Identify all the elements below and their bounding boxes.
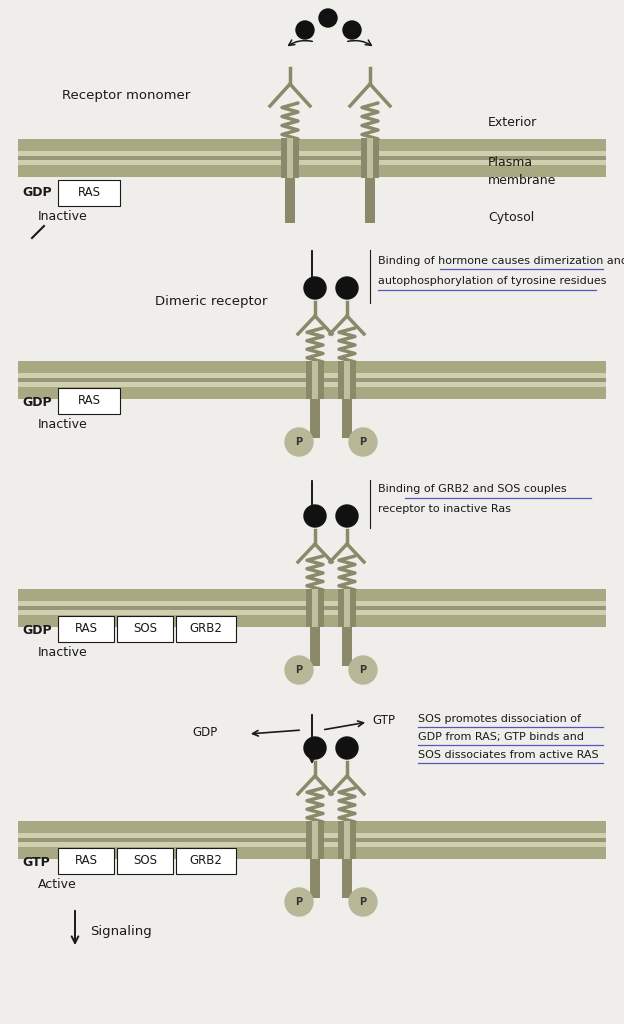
Circle shape (304, 505, 326, 527)
Text: Inactive: Inactive (38, 418, 88, 430)
Bar (310, 627, 320, 666)
Text: Active: Active (38, 878, 77, 891)
Bar (312, 821, 318, 859)
Text: GDP: GDP (22, 624, 52, 637)
Text: SOS: SOS (133, 854, 157, 867)
Circle shape (336, 505, 358, 527)
Text: SOS dissociates from active RAS: SOS dissociates from active RAS (418, 750, 598, 760)
Bar (342, 627, 352, 666)
Bar (281, 138, 299, 178)
Bar (306, 361, 324, 399)
Bar (306, 589, 324, 627)
Bar (344, 821, 350, 859)
Bar (117, 848, 173, 874)
Bar (344, 361, 350, 399)
Circle shape (319, 9, 337, 27)
Text: RAS: RAS (77, 394, 100, 408)
Bar (18, 821, 606, 859)
Bar (342, 399, 352, 438)
Circle shape (336, 278, 358, 299)
Text: Plasma: Plasma (488, 157, 533, 170)
Text: Signaling: Signaling (90, 926, 152, 939)
Text: GTP: GTP (372, 714, 395, 726)
Bar (117, 616, 173, 642)
Bar (18, 833, 606, 847)
Bar (18, 378, 606, 382)
Text: P: P (359, 665, 366, 675)
Bar (58, 180, 120, 206)
Text: SOS promotes dissociation of: SOS promotes dissociation of (418, 714, 581, 724)
Bar (367, 138, 373, 178)
Text: Exterior: Exterior (488, 117, 537, 129)
Text: P: P (295, 897, 303, 907)
Text: GTP: GTP (22, 855, 50, 868)
Text: Inactive: Inactive (38, 645, 88, 658)
Text: GRB2: GRB2 (190, 854, 222, 867)
Text: Dimeric receptor: Dimeric receptor (155, 296, 267, 308)
Text: SOS: SOS (133, 623, 157, 636)
Circle shape (304, 737, 326, 759)
Bar (18, 606, 606, 610)
Bar (365, 178, 375, 223)
Bar (58, 388, 120, 414)
Bar (338, 361, 356, 399)
Text: GDP: GDP (22, 395, 52, 409)
Bar (58, 848, 114, 874)
Circle shape (296, 22, 314, 39)
Bar (287, 138, 293, 178)
Bar (18, 838, 606, 842)
Circle shape (349, 428, 377, 456)
Bar (18, 361, 606, 399)
Text: GRB2: GRB2 (190, 623, 222, 636)
Bar (312, 361, 318, 399)
Text: membrane: membrane (488, 173, 557, 186)
Bar (176, 848, 236, 874)
Text: GDP: GDP (193, 725, 218, 738)
Text: P: P (295, 437, 303, 447)
Circle shape (349, 888, 377, 916)
Bar (176, 616, 236, 642)
Bar (58, 616, 114, 642)
Bar (18, 373, 606, 387)
Circle shape (285, 656, 313, 684)
Text: P: P (359, 897, 366, 907)
Text: RAS: RAS (74, 854, 97, 867)
Circle shape (349, 656, 377, 684)
Bar (285, 178, 295, 223)
Text: P: P (295, 665, 303, 675)
Text: Inactive: Inactive (38, 210, 88, 222)
Text: GDP: GDP (22, 186, 52, 200)
Bar (306, 821, 324, 859)
Bar (18, 139, 606, 177)
Bar (18, 156, 606, 160)
Bar (18, 589, 606, 627)
Bar (338, 821, 356, 859)
Text: Binding of hormone causes dimerization and: Binding of hormone causes dimerization a… (378, 256, 624, 266)
Bar (18, 601, 606, 615)
Text: RAS: RAS (74, 623, 97, 636)
Bar (310, 859, 320, 898)
Text: GDP from RAS; GTP binds and: GDP from RAS; GTP binds and (418, 732, 584, 742)
Bar (18, 151, 606, 165)
Bar (338, 589, 356, 627)
Bar (312, 589, 318, 627)
Circle shape (343, 22, 361, 39)
Text: Receptor monomer: Receptor monomer (62, 89, 190, 102)
Circle shape (285, 888, 313, 916)
Circle shape (285, 428, 313, 456)
Circle shape (336, 737, 358, 759)
Text: RAS: RAS (77, 186, 100, 200)
Text: receptor to inactive Ras: receptor to inactive Ras (378, 504, 511, 514)
Bar (342, 859, 352, 898)
Text: Cytosol: Cytosol (488, 212, 534, 224)
Bar (361, 138, 379, 178)
Bar (310, 399, 320, 438)
Circle shape (304, 278, 326, 299)
Text: P: P (359, 437, 366, 447)
Text: autophosphorylation of tyrosine residues: autophosphorylation of tyrosine residues (378, 276, 607, 286)
Bar (344, 589, 350, 627)
Text: Binding of GRB2 and SOS couples: Binding of GRB2 and SOS couples (378, 484, 567, 494)
